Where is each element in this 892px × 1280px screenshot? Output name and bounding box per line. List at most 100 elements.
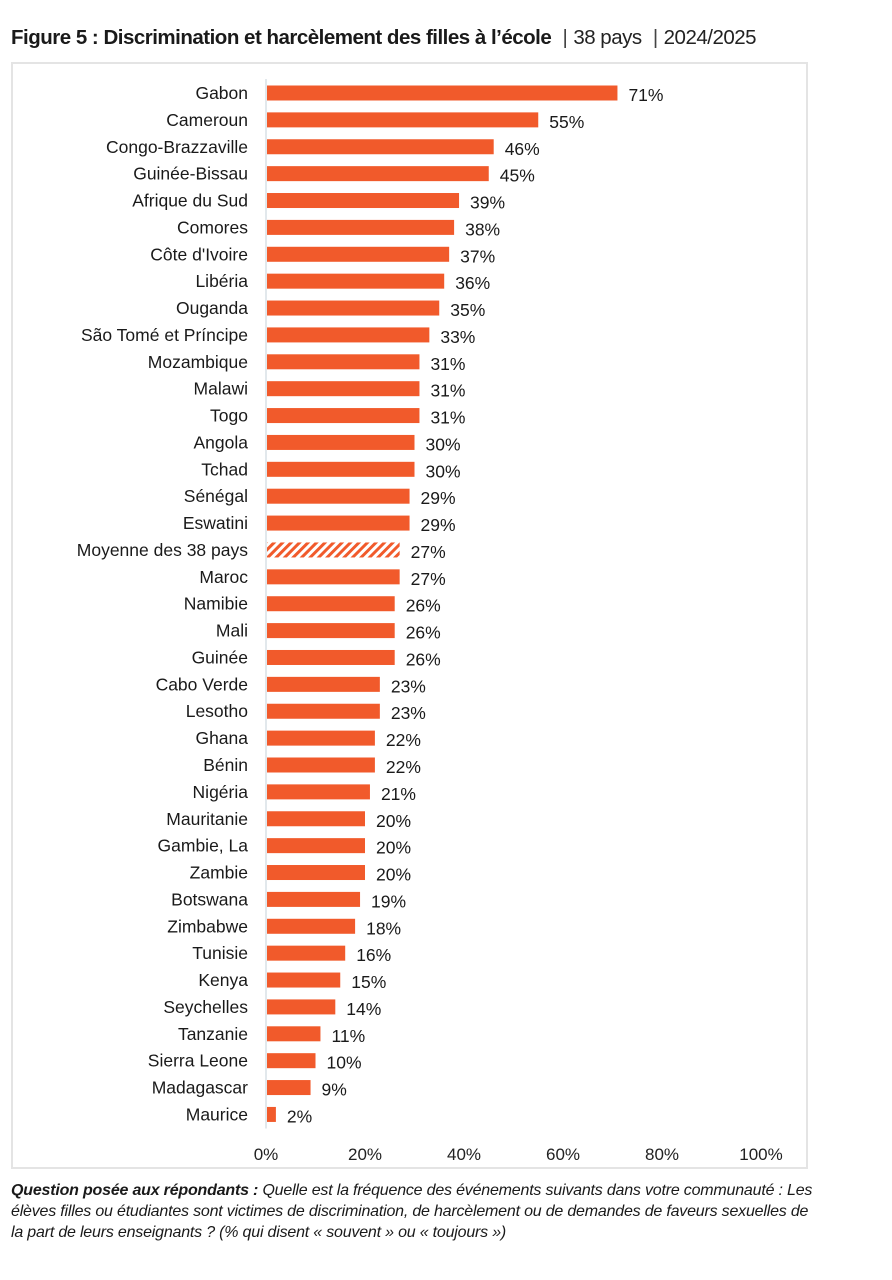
bar [267, 918, 356, 934]
value-label: 26% [406, 596, 441, 616]
title-period: 2024/2025 [663, 26, 757, 49]
bar [267, 1106, 276, 1122]
bar [267, 461, 415, 477]
bar [267, 865, 365, 881]
category-label: Tchad [201, 459, 248, 479]
category-label: Mauritanie [166, 809, 248, 829]
category-label: Seychelles [163, 997, 248, 1017]
category-label: Maroc [199, 567, 248, 587]
bar [267, 139, 494, 155]
average-value-label: 27% [411, 542, 446, 562]
x-tick-label: 60% [546, 1145, 580, 1164]
bar [267, 85, 618, 101]
bar [267, 219, 455, 235]
category-label: Malawi [194, 379, 248, 399]
figure-title: Figure 5 : Discrimination et harcèlement… [11, 26, 757, 50]
bar [267, 515, 410, 531]
x-tick-label: 20% [348, 1145, 382, 1164]
value-label: 21% [381, 784, 416, 804]
category-label: São Tomé et Príncipe [81, 325, 248, 345]
value-label: 26% [406, 649, 441, 669]
category-label: Ghana [195, 728, 248, 748]
bar [267, 757, 375, 773]
bar [267, 676, 380, 692]
bar [267, 300, 440, 316]
category-label: Bénin [203, 755, 248, 775]
x-tick-label: 80% [645, 1145, 679, 1164]
value-label: 26% [406, 623, 441, 643]
value-label: 29% [421, 488, 456, 508]
category-label: Zambie [190, 863, 248, 883]
value-label: 10% [327, 1053, 362, 1073]
bar [267, 945, 346, 961]
category-label: Nigéria [193, 782, 249, 802]
category-label: Mozambique [148, 352, 248, 372]
bar [267, 838, 365, 854]
category-label: Lesotho [186, 701, 248, 721]
value-label: 46% [505, 139, 540, 159]
value-label: 18% [366, 918, 401, 938]
question-label: Question posée aux répondants : [11, 1182, 259, 1199]
value-label: 14% [346, 999, 381, 1019]
bar [267, 569, 400, 585]
category-label: Zimbabwe [167, 916, 248, 936]
value-label: 33% [440, 327, 475, 347]
value-label: 35% [450, 300, 485, 320]
value-label: 45% [500, 166, 535, 186]
bar [267, 273, 445, 289]
value-label: 15% [351, 972, 386, 992]
category-label: Eswatini [183, 513, 248, 533]
bar [267, 354, 420, 370]
value-label: 19% [371, 891, 406, 911]
value-label: 2% [287, 1106, 312, 1126]
category-label: Sénégal [184, 486, 248, 506]
bar [267, 193, 460, 209]
bar [267, 1080, 311, 1096]
bar [267, 972, 341, 988]
value-label: 27% [411, 569, 446, 589]
category-label: Guinée-Bissau [133, 164, 248, 184]
category-label: Congo-Brazzaville [106, 137, 248, 157]
figure-title-main: Figure 5 : Discrimination et harcèlement… [11, 26, 552, 49]
bar [267, 246, 450, 262]
title-separator: | [652, 26, 658, 49]
category-label: Tanzanie [178, 1024, 248, 1044]
value-label: 36% [455, 273, 490, 293]
category-label: Tunisie [192, 943, 248, 963]
value-label: 31% [430, 408, 465, 428]
value-label: 37% [460, 246, 495, 266]
bar [267, 434, 415, 450]
category-label: Gabon [195, 83, 248, 103]
title-countries-count: 38 pays [573, 26, 642, 49]
bar [267, 811, 365, 827]
footnote: Question posée aux répondants : Quelle e… [11, 1180, 821, 1243]
value-label: 16% [356, 945, 391, 965]
category-label: Mali [216, 621, 248, 641]
value-label: 20% [376, 865, 411, 885]
value-label: 11% [331, 1026, 365, 1046]
value-label: 22% [386, 730, 421, 750]
category-label: Comores [177, 217, 248, 237]
category-label: Cabo Verde [156, 674, 248, 694]
value-label: 29% [421, 515, 456, 535]
bar [267, 1026, 321, 1042]
value-label: 30% [426, 461, 461, 481]
category-label: Kenya [198, 970, 248, 990]
value-label: 20% [376, 811, 411, 831]
value-label: 20% [376, 838, 411, 858]
category-label: Gambie, La [158, 836, 249, 856]
bar [267, 596, 395, 612]
value-label: 31% [430, 381, 465, 401]
bar [267, 623, 395, 639]
category-label: Madagascar [152, 1078, 248, 1098]
bar [267, 488, 410, 504]
average-bar [267, 542, 400, 558]
bar [267, 891, 361, 907]
category-label: Guinée [192, 647, 248, 667]
bar [267, 408, 420, 424]
bar [267, 166, 489, 182]
value-label: 71% [628, 85, 663, 105]
x-tick-label: 40% [447, 1145, 481, 1164]
value-label: 22% [386, 757, 421, 777]
category-label: Côte d'Ivoire [150, 244, 248, 264]
